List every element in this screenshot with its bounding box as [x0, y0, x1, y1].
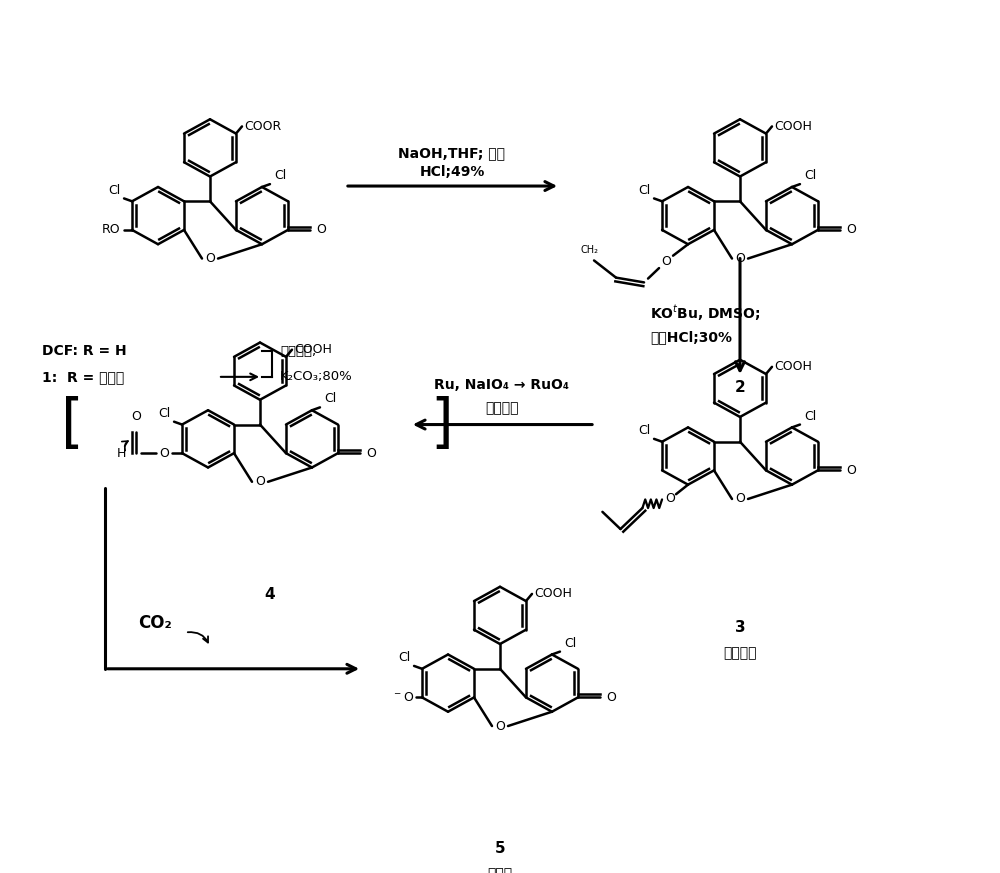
Text: 3: 3 [735, 621, 745, 636]
Text: NaOH,THF; 然后: NaOH,THF; 然后 [398, 147, 505, 161]
Text: RO: RO [101, 223, 120, 237]
Text: O: O [316, 223, 326, 237]
Text: O: O [735, 252, 745, 265]
Text: Cl: Cl [638, 183, 650, 196]
Text: O: O [205, 252, 215, 265]
Text: H: H [117, 447, 126, 460]
Text: KO$^t$Bu, DMSO;: KO$^t$Bu, DMSO; [650, 303, 761, 323]
Text: HCl;49%: HCl;49% [419, 165, 485, 179]
Text: [: [ [61, 396, 83, 453]
Text: Cl: Cl [638, 424, 650, 437]
Text: O: O [846, 223, 856, 237]
Text: 然后HCl;30%: 然后HCl;30% [650, 330, 732, 344]
Text: O: O [846, 464, 856, 477]
Text: O: O [606, 691, 616, 704]
Text: Cl: Cl [564, 636, 576, 650]
Text: 有荧光: 有荧光 [487, 867, 513, 873]
Text: COOH: COOH [534, 588, 572, 601]
Text: O: O [735, 492, 745, 505]
Text: 4: 4 [265, 587, 275, 601]
Text: ]: ] [431, 396, 453, 453]
Text: 5: 5 [495, 841, 505, 856]
Text: O: O [661, 255, 671, 268]
Text: COOH: COOH [294, 343, 332, 356]
Text: Cl: Cl [324, 393, 336, 405]
Text: COOH: COOH [774, 361, 812, 374]
Text: Cl: Cl [804, 169, 816, 182]
Text: CO₂: CO₂ [138, 614, 172, 632]
Text: CH₂: CH₂ [580, 244, 598, 255]
Text: 烯丙基溴,: 烯丙基溴, [280, 345, 316, 358]
Text: O: O [665, 492, 675, 505]
Text: O: O [495, 719, 505, 732]
Text: Cl: Cl [804, 409, 816, 423]
Text: K₂CO₃;80%: K₂CO₃;80% [280, 370, 353, 383]
Text: Ru, NaIO₄ → RuO₄: Ru, NaIO₄ → RuO₄ [434, 378, 570, 392]
Text: Cl: Cl [158, 407, 170, 420]
Text: 2: 2 [735, 380, 745, 395]
Text: O: O [159, 447, 169, 460]
Text: O: O [131, 409, 141, 423]
Text: O: O [366, 447, 376, 460]
Text: 没有荧光: 没有荧光 [723, 647, 757, 661]
Text: 氧化反应: 氧化反应 [485, 401, 519, 415]
Text: 1:  R = 烯丙基: 1: R = 烯丙基 [42, 370, 124, 384]
Text: Cl: Cl [398, 651, 410, 664]
Text: COOH: COOH [774, 120, 812, 133]
Text: DCF: R = H: DCF: R = H [42, 344, 127, 358]
Text: Cl: Cl [108, 183, 120, 196]
Text: $^-$O: $^-$O [392, 691, 414, 704]
Text: Cl: Cl [274, 169, 286, 182]
Text: COOR: COOR [244, 120, 281, 133]
Text: O: O [255, 475, 265, 488]
